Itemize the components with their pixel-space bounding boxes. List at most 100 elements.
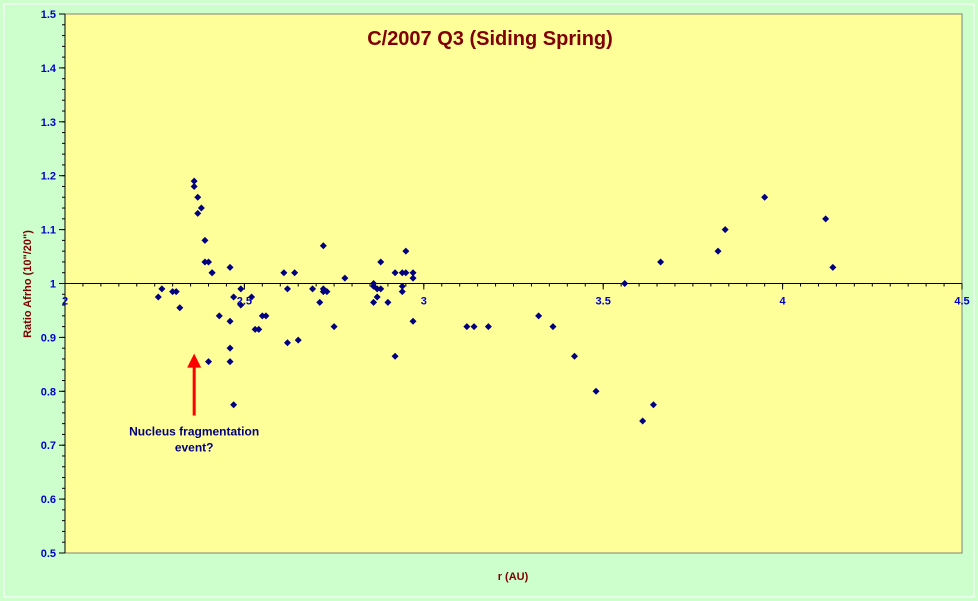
data-point bbox=[280, 269, 288, 277]
data-point bbox=[402, 269, 410, 277]
y-tick-label: 0.8 bbox=[41, 386, 56, 398]
data-point bbox=[226, 358, 234, 366]
y-tick-label: 1 bbox=[50, 279, 56, 291]
x-tick-label: 4.5 bbox=[954, 296, 969, 308]
data-point bbox=[323, 288, 331, 296]
data-point bbox=[570, 352, 578, 360]
data-point bbox=[237, 301, 245, 309]
annotation-text: event? bbox=[175, 441, 214, 455]
data-point bbox=[657, 258, 665, 266]
data-point bbox=[484, 323, 492, 331]
data-point bbox=[463, 323, 471, 331]
data-point bbox=[549, 323, 557, 331]
data-point bbox=[201, 258, 209, 266]
data-point bbox=[319, 288, 327, 296]
data-point bbox=[255, 325, 263, 333]
data-point bbox=[761, 193, 769, 201]
annotation-group: Nucleus fragmentation event? bbox=[129, 353, 259, 455]
data-point bbox=[309, 285, 317, 293]
y-tick-label: 0.6 bbox=[41, 494, 56, 506]
data-point bbox=[409, 317, 417, 325]
data-point bbox=[215, 312, 223, 320]
data-point bbox=[398, 282, 406, 290]
data-point bbox=[205, 358, 213, 366]
data-point bbox=[621, 280, 629, 287]
data-point bbox=[409, 274, 417, 282]
y-tick-label: 1.2 bbox=[41, 171, 56, 183]
data-point bbox=[373, 285, 381, 293]
data-point bbox=[190, 182, 198, 190]
data-point bbox=[639, 417, 647, 425]
data-point bbox=[377, 285, 385, 293]
plot-area-group bbox=[3, 3, 975, 598]
data-point bbox=[176, 304, 184, 312]
y-tick-label: 1.4 bbox=[41, 63, 57, 75]
data-point bbox=[294, 336, 302, 344]
data-point bbox=[391, 269, 399, 277]
data-point bbox=[208, 269, 216, 277]
data-point bbox=[398, 269, 406, 277]
x-tick-label: 4 bbox=[780, 296, 787, 308]
data-point bbox=[251, 325, 259, 333]
data-point bbox=[283, 285, 291, 293]
data-point bbox=[391, 352, 399, 360]
data-point bbox=[283, 339, 291, 347]
data-point bbox=[230, 293, 238, 301]
annotation-arrowhead bbox=[187, 353, 202, 368]
data-point bbox=[194, 193, 202, 201]
data-point bbox=[592, 387, 600, 395]
x-tick-label: 3.5 bbox=[596, 296, 611, 308]
y-axis-title: Ratio Afrho (10"/20") bbox=[22, 230, 34, 338]
data-point bbox=[714, 247, 722, 255]
chart-border bbox=[3, 3, 975, 598]
data-point bbox=[398, 288, 406, 296]
data-point bbox=[205, 258, 213, 266]
data-point bbox=[330, 323, 338, 331]
data-point bbox=[829, 263, 837, 271]
data-point bbox=[291, 269, 299, 277]
data-point bbox=[822, 215, 830, 223]
data-point bbox=[316, 298, 324, 306]
data-point bbox=[409, 269, 417, 277]
data-point bbox=[230, 401, 238, 409]
y-tick-label: 0.7 bbox=[41, 440, 56, 452]
data-point bbox=[194, 209, 202, 217]
data-point bbox=[384, 298, 392, 306]
data-point bbox=[197, 204, 205, 212]
x-tick-label: 3 bbox=[421, 296, 427, 308]
data-point bbox=[649, 401, 657, 409]
data-point bbox=[226, 344, 234, 352]
data-point bbox=[373, 293, 381, 301]
data-point bbox=[201, 236, 209, 244]
data-point bbox=[535, 312, 543, 320]
data-point bbox=[226, 317, 234, 325]
y-tick-label: 0.9 bbox=[41, 332, 56, 344]
data-point bbox=[172, 288, 180, 296]
chart-title: C/2007 Q3 (Siding Spring) bbox=[367, 28, 613, 50]
y-tick-label: 1.5 bbox=[41, 9, 56, 21]
data-point bbox=[470, 323, 478, 331]
y-tick-label: 1.1 bbox=[41, 225, 56, 237]
data-point bbox=[319, 242, 327, 250]
y-tick-label: 0.5 bbox=[41, 548, 56, 560]
data-point bbox=[341, 274, 349, 282]
annotation-text: Nucleus fragmentation bbox=[129, 425, 259, 439]
x-tick-label: 2 bbox=[62, 296, 68, 308]
data-point bbox=[370, 298, 378, 306]
data-point bbox=[258, 312, 266, 320]
data-point bbox=[248, 293, 256, 301]
data-point bbox=[226, 263, 234, 271]
data-point bbox=[721, 226, 729, 234]
data-point bbox=[169, 288, 177, 296]
data-point bbox=[154, 293, 162, 301]
data-point bbox=[237, 285, 245, 293]
data-point bbox=[158, 285, 166, 293]
axes-group: 0.50.60.70.80.911.11.21.31.41.52 2.5 3 3.5 4… bbox=[41, 9, 970, 560]
data-point bbox=[402, 247, 410, 255]
data-point bbox=[377, 258, 385, 266]
data-point bbox=[190, 177, 198, 185]
x-axis-title: r (AU) bbox=[498, 571, 529, 583]
data-point bbox=[262, 312, 270, 320]
